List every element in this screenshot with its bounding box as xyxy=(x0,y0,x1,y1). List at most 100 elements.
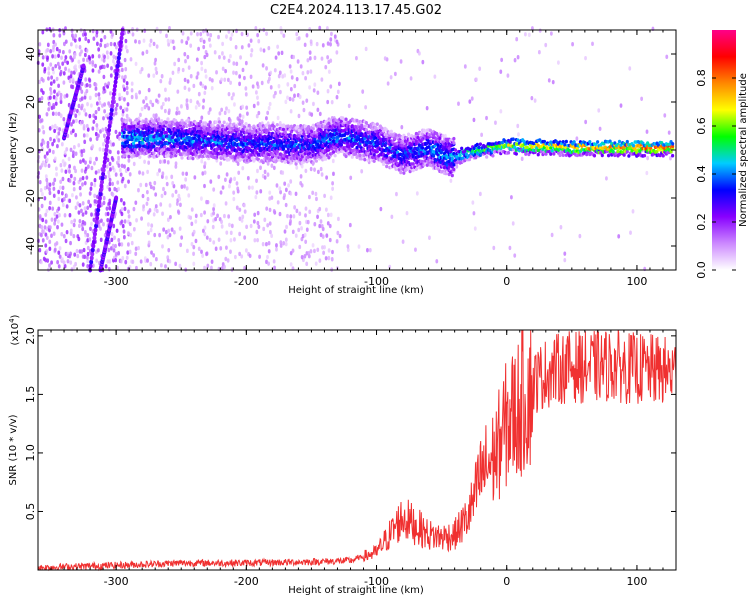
heatmap-signal-cell xyxy=(513,145,517,150)
heatmap-noise-cell xyxy=(61,61,65,66)
heatmap-noise-cell xyxy=(173,61,177,67)
heatmap-noise-cell xyxy=(53,177,57,183)
heatmap-noise-cell xyxy=(298,244,302,250)
heatmap-noise-cell xyxy=(201,83,205,89)
heatmap-noise-cell xyxy=(71,150,75,155)
heatmap-signal-cell xyxy=(394,158,398,162)
heatmap-noise-cell xyxy=(126,166,130,172)
heatmap-noise-cell xyxy=(499,109,503,114)
heatmap-noise-cell xyxy=(200,249,203,254)
heatmap-noise-cell xyxy=(55,241,59,246)
heatmap-noise-cell xyxy=(646,155,650,161)
heatmap-noise-cell xyxy=(229,249,232,254)
heatmap-signal-cell xyxy=(281,156,286,161)
heatmap-noise-cell xyxy=(127,209,130,214)
heatmap-noise-cell xyxy=(165,181,169,187)
heatmap-signal-cell xyxy=(458,153,462,158)
heatmap-signal-cell xyxy=(403,144,408,148)
heatmap-noise-cell xyxy=(69,147,73,153)
heatmap-noise-cell xyxy=(328,237,332,243)
heatmap-noise-cell xyxy=(527,32,531,38)
heatmap-noise-cell xyxy=(214,216,218,222)
heatmap-noise-cell xyxy=(108,161,112,167)
heatmap-noise-cell xyxy=(268,207,272,213)
heatmap-noise-cell xyxy=(148,42,152,48)
heatmap-noise-cell xyxy=(238,231,242,237)
heatmap-signal-cell xyxy=(160,140,164,145)
heatmap-noise-cell xyxy=(212,206,215,212)
heatmap-noise-cell xyxy=(531,26,534,31)
heatmap-noise-cell xyxy=(140,106,144,112)
heatmap-noise-cell xyxy=(40,203,44,209)
heatmap-noise-cell xyxy=(171,70,175,75)
heatmap-noise-cell xyxy=(269,85,273,90)
heatmap-signal-cell xyxy=(524,152,528,156)
heatmap-noise-cell xyxy=(124,38,128,44)
heatmap-noise-cell xyxy=(174,261,178,267)
heatmap-signal-cell xyxy=(131,141,136,146)
heatmap-noise-cell xyxy=(298,94,302,100)
heatmap-noise-cell xyxy=(312,88,316,93)
heatmap-noise-cell xyxy=(120,242,124,247)
heatmap-signal-cell xyxy=(344,154,348,159)
heatmap-noise-cell xyxy=(243,203,246,208)
heatmap-noise-cell xyxy=(203,210,206,215)
heatmap-signal-cell xyxy=(422,128,426,133)
heatmap-noise-cell xyxy=(97,47,101,52)
heatmap-streak-cell xyxy=(110,99,115,105)
heatmap-noise-cell xyxy=(152,41,156,47)
heatmap-signal-cell xyxy=(128,118,133,123)
heatmap-noise-cell xyxy=(280,50,284,56)
heatmap-noise-cell xyxy=(270,195,274,200)
heatmap-streak-cell xyxy=(92,235,97,241)
heatmap-noise-cell xyxy=(148,208,152,213)
heatmap-noise-cell xyxy=(130,81,134,86)
heatmap-noise-cell xyxy=(276,44,280,49)
heatmap-noise-cell xyxy=(517,132,520,137)
heatmap-noise-cell xyxy=(64,169,68,174)
heatmap-noise-cell xyxy=(72,233,76,239)
heatmap-signal-cell xyxy=(138,144,142,148)
heatmap-noise-cell xyxy=(82,133,86,138)
heatmap-streak-cell xyxy=(118,43,123,49)
heatmap-signal-cell xyxy=(611,149,615,154)
heatmap-noise-cell xyxy=(298,220,302,226)
heatmap-noise-cell xyxy=(273,265,276,271)
heatmap-signal-cell xyxy=(297,128,301,133)
heatmap-noise-cell xyxy=(304,239,308,244)
heatmap-noise-cell xyxy=(243,75,246,81)
heatmap-streak-cell xyxy=(92,231,97,237)
heatmap-noise-cell xyxy=(273,68,277,73)
heatmap-noise-cell xyxy=(72,181,76,186)
heatmap-noise-cell xyxy=(49,62,53,67)
heatmap-signal-cell xyxy=(331,150,336,154)
heatmap-streak-cell xyxy=(88,263,93,269)
heatmap-noise-cell xyxy=(106,259,110,264)
heatmap-noise-cell xyxy=(314,261,318,266)
heatmap-noise-cell xyxy=(91,60,95,65)
heatmap-noise-cell xyxy=(202,228,205,234)
heatmap-signal-cell xyxy=(561,139,565,144)
heatmap-noise-cell xyxy=(239,55,242,60)
heatmap-noise-cell xyxy=(58,246,62,251)
heatmap-noise-cell xyxy=(112,248,116,253)
heatmap-noise-cell xyxy=(208,37,211,42)
heatmap-noise-cell xyxy=(203,183,206,189)
heatmap-noise-cell xyxy=(106,157,110,163)
heatmap-noise-cell xyxy=(90,212,93,217)
heatmap-noise-cell xyxy=(166,160,170,165)
heatmap-noise-cell xyxy=(164,87,167,93)
heatmap-noise-cell xyxy=(333,34,337,39)
heatmap-noise-cell xyxy=(313,82,317,87)
heatmap-noise-cell xyxy=(330,257,334,262)
heatmap-signal-cell xyxy=(374,136,378,140)
heatmap-noise-cell xyxy=(172,230,176,235)
heatmap-noise-cell xyxy=(215,70,218,75)
heatmap-noise-cell xyxy=(120,211,124,217)
heatmap-noise-cell xyxy=(102,64,106,70)
heatmap-noise-cell xyxy=(117,136,121,141)
heatmap-noise-cell xyxy=(45,112,49,117)
heatmap-signal-cell xyxy=(658,153,662,158)
heatmap-noise-cell xyxy=(299,174,303,179)
heatmap-noise-cell xyxy=(52,193,56,198)
